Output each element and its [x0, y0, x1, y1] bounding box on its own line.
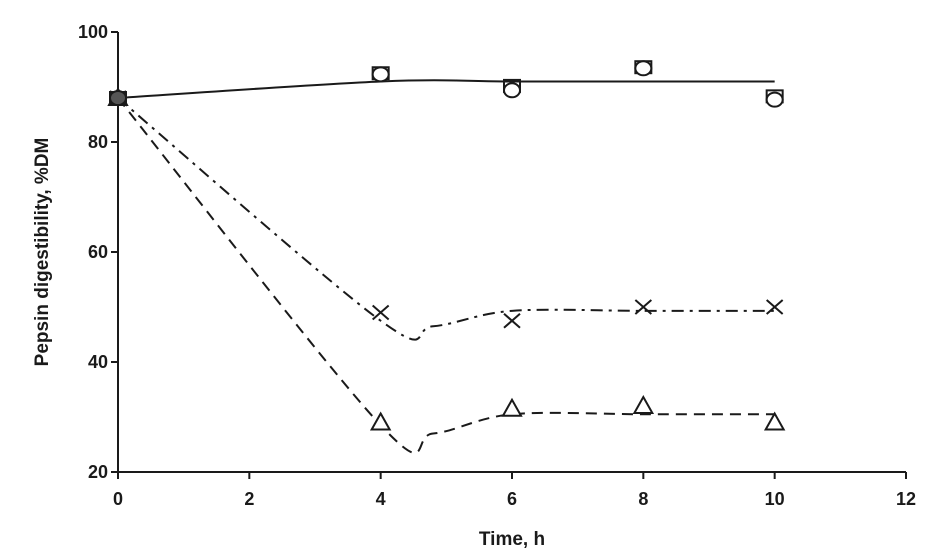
marker-circle	[109, 90, 127, 106]
x-tick-label: 2	[244, 489, 254, 509]
marker-circle	[765, 91, 784, 108]
tick-group: 0 2 4 6 8 10 12 20 40 60 80 100	[78, 22, 916, 509]
marker-triangle	[369, 411, 392, 431]
x-tick-label: 4	[376, 489, 386, 509]
data-markers	[107, 60, 786, 431]
marker-cross	[503, 312, 521, 329]
x-tick-label: 10	[765, 489, 785, 509]
fit-lines	[117, 79, 775, 454]
x-tick-label: 0	[113, 489, 123, 509]
y-tick-label: 60	[88, 242, 108, 262]
y-tick-label: 20	[88, 462, 108, 482]
y-tick-label: 80	[88, 132, 108, 152]
y-axis-title: Pepsin digestibility, %DM	[32, 138, 53, 367]
marker-triangle	[632, 394, 655, 414]
marker-cross	[634, 299, 652, 315]
y-tick-label: 40	[88, 352, 108, 372]
marker-triangle	[501, 397, 523, 417]
x-tick-label: 6	[507, 489, 517, 509]
x-tick-label: 12	[896, 489, 916, 509]
marker-triangle	[763, 411, 786, 431]
marker-cross	[766, 299, 784, 315]
marker-circle	[371, 66, 390, 83]
fit-line-cross	[117, 97, 775, 341]
y-tick-label: 100	[78, 22, 108, 42]
fit-line-triangle	[117, 97, 775, 454]
x-axis-title: Time, h	[479, 529, 545, 550]
marker-circle	[634, 60, 653, 77]
fit-line-circle	[117, 79, 775, 99]
x-tick-label: 8	[638, 489, 648, 509]
marker-cross	[372, 304, 390, 321]
marker-circle	[503, 82, 521, 99]
